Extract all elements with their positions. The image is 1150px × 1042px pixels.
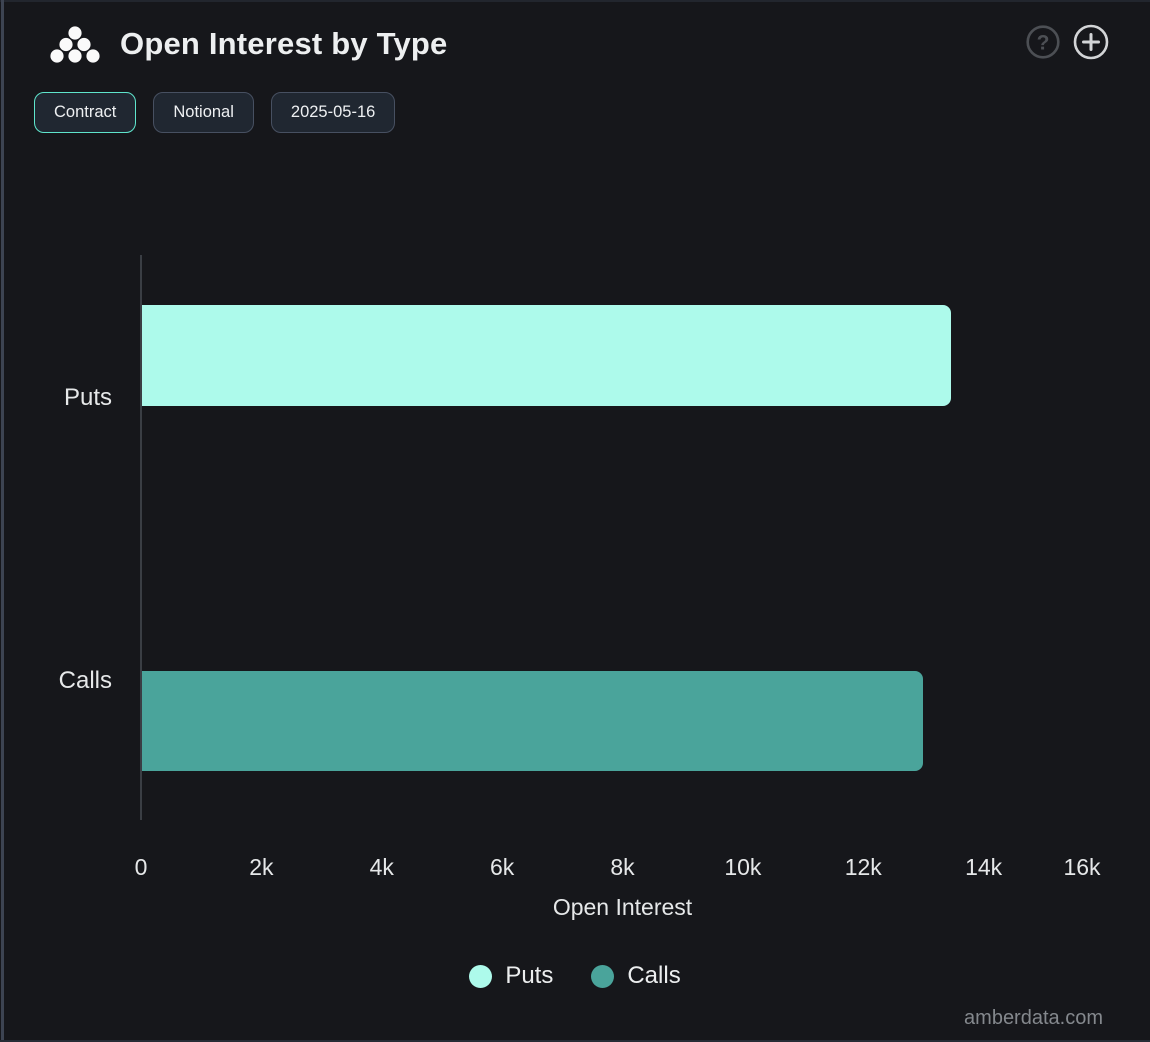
view-toggle-toolbar: Contract Notional 2025-05-16 bbox=[34, 92, 396, 133]
x-tick-label: 4k bbox=[369, 854, 394, 880]
contract-toggle-button[interactable]: Contract bbox=[34, 92, 137, 133]
legend-label-puts: Puts bbox=[505, 962, 554, 989]
panel-bottom-border bbox=[0, 1040, 1150, 1042]
x-tick-label: 8k bbox=[610, 854, 635, 880]
panel-top-border bbox=[0, 0, 1150, 2]
puts-bar bbox=[142, 305, 951, 406]
calls-legend-dot-icon bbox=[591, 964, 615, 988]
calls-bar bbox=[142, 671, 924, 771]
legend-item-puts[interactable]: Puts bbox=[469, 962, 553, 990]
watermark: amberdata.com bbox=[964, 1007, 1103, 1029]
svg-text:?: ? bbox=[1037, 31, 1050, 54]
widget-header: Open Interest by Type ? bbox=[48, 18, 1110, 70]
x-tick-label: 2k bbox=[249, 854, 274, 880]
x-tick-label: 12k bbox=[844, 854, 882, 880]
panel-left-border bbox=[1, 0, 4, 1042]
x-tick-label: 0 bbox=[134, 854, 148, 880]
notional-toggle-button[interactable]: Notional bbox=[153, 92, 254, 133]
chart-legend: Puts Calls bbox=[0, 962, 1150, 990]
x-tick-label: 14k bbox=[965, 854, 1003, 880]
add-icon[interactable] bbox=[1072, 23, 1110, 66]
expiration-date-button[interactable]: 2025-05-16 bbox=[270, 92, 396, 133]
x-tick-label: 16k bbox=[1063, 854, 1101, 880]
puts-legend-dot-icon bbox=[469, 964, 493, 988]
widget-title: Open Interest by Type bbox=[120, 26, 448, 61]
help-icon[interactable]: ? bbox=[1025, 24, 1061, 65]
x-tick-label: 6k bbox=[489, 854, 515, 880]
y-category-label-calls: Calls bbox=[58, 667, 112, 694]
x-axis-title: Open Interest bbox=[552, 894, 693, 920]
y-category-label-puts: Puts bbox=[63, 384, 112, 411]
y-axis-line bbox=[140, 255, 142, 820]
x-tick-label: 10k bbox=[724, 854, 762, 880]
dots-pyramid-logo-icon bbox=[48, 24, 102, 71]
legend-label-calls: Calls bbox=[627, 962, 681, 989]
legend-item-calls[interactable]: Calls bbox=[591, 962, 681, 990]
